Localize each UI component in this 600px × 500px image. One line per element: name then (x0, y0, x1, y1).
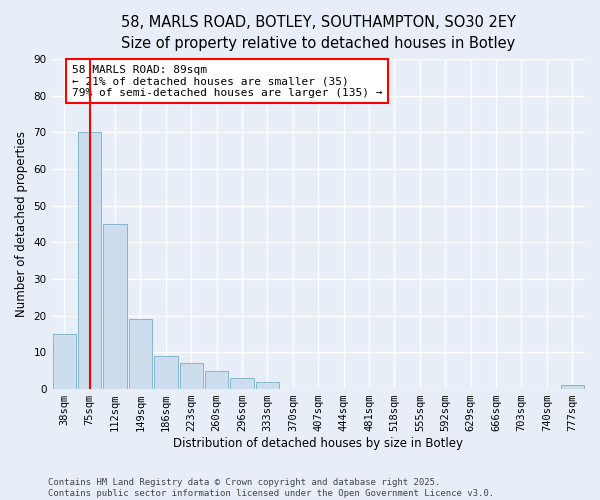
X-axis label: Distribution of detached houses by size in Botley: Distribution of detached houses by size … (173, 437, 463, 450)
Bar (53, 334, 76, 389)
Title: 58, MARLS ROAD, BOTLEY, SOUTHAMPTON, SO30 2EY
Size of property relative to detac: 58, MARLS ROAD, BOTLEY, SOUTHAMPTON, SO3… (121, 15, 516, 51)
Bar (205, 371, 229, 389)
Bar (256, 382, 279, 389)
Bar (154, 356, 178, 389)
Bar (78, 132, 101, 389)
Bar (230, 378, 254, 389)
Bar (103, 224, 127, 389)
Bar (560, 386, 584, 389)
Y-axis label: Number of detached properties: Number of detached properties (15, 131, 28, 317)
Text: 58 MARLS ROAD: 89sqm
← 21% of detached houses are smaller (35)
79% of semi-detac: 58 MARLS ROAD: 89sqm ← 21% of detached h… (72, 64, 382, 98)
Text: Contains HM Land Registry data © Crown copyright and database right 2025.
Contai: Contains HM Land Registry data © Crown c… (48, 478, 494, 498)
Bar (129, 320, 152, 389)
Bar (179, 364, 203, 389)
